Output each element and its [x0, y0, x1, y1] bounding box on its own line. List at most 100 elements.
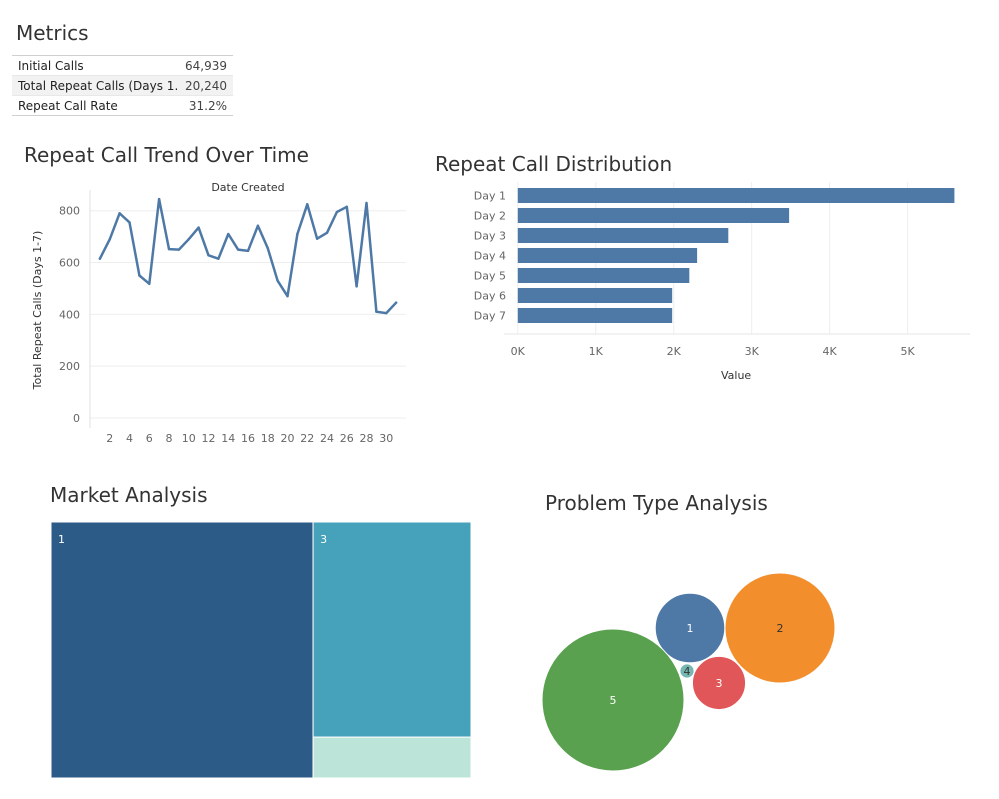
bubble-chart-title: Problem Type Analysis: [545, 491, 768, 515]
bubble-label: 5: [610, 694, 617, 707]
category-label: Day 5: [474, 270, 506, 283]
data-point: [375, 310, 378, 313]
data-point: [217, 257, 220, 260]
bar: [517, 288, 673, 303]
data-point: [325, 231, 329, 234]
data-point: [256, 224, 260, 227]
data-point: [98, 257, 102, 260]
category-label: Day 4: [474, 250, 506, 263]
x-tick-label: 22: [300, 432, 314, 445]
bar: [517, 208, 790, 223]
data-point: [345, 205, 348, 209]
x-tick-label: 12: [202, 432, 216, 445]
treemap-label: 1: [58, 533, 65, 546]
data-point: [355, 285, 358, 288]
data-point: [128, 221, 131, 224]
data-point: [315, 237, 319, 240]
y-tick-label: 0: [73, 412, 80, 425]
x-tick-label: 16: [241, 432, 255, 445]
x-tick-label: 0K: [511, 345, 526, 358]
metric-label: Total Repeat Calls (Days 1..: [12, 75, 178, 96]
x-tick-label: 5K: [901, 345, 916, 358]
data-point: [266, 247, 269, 250]
treemap-cell: [51, 522, 314, 778]
y-axis-title: Total Repeat Calls (Days 1-7): [31, 231, 44, 391]
data-point: [276, 279, 279, 282]
metrics-table: Initial Calls 64,939 Total Repeat Calls …: [12, 55, 233, 116]
data-point: [227, 232, 230, 236]
x-tick-label: 3K: [745, 345, 760, 358]
bubble-label: 1: [687, 622, 694, 635]
treemap-cell: [312, 736, 471, 778]
bubble-label: 3: [716, 677, 723, 690]
bar: [517, 268, 690, 283]
x-tick-label: 14: [221, 432, 235, 445]
x-tick-label: 18: [261, 432, 275, 445]
data-point: [296, 232, 299, 236]
metrics-title: Metrics: [16, 21, 89, 45]
data-point: [108, 238, 111, 241]
x-tick-label: 8: [166, 432, 173, 445]
x-tick-label: 6: [146, 432, 153, 445]
bar-chart: 0K 1K 2K 3K 4K 5K Day 1 Day 2 Day 3 Day 4 Day 5 Day…: [474, 182, 970, 382]
y-tick-label: 200: [59, 360, 80, 373]
metrics-row: Total Repeat Calls (Days 1.. 20,240: [12, 75, 233, 96]
bubble-label: 2: [777, 622, 784, 635]
metric-value: 20,240: [177, 75, 233, 96]
x-tick-label: 20: [281, 432, 295, 445]
x-tick-label: 24: [320, 432, 334, 445]
bubble: [541, 628, 685, 772]
metric-label: Repeat Call Rate: [12, 95, 178, 116]
treemap-label: 3: [320, 533, 327, 546]
data-point: [335, 210, 339, 214]
bubble-chart: 1 2 3 4 5: [541, 572, 836, 772]
metrics-row: Repeat Call Rate 31.2%: [12, 95, 233, 116]
x-tick-label: 28: [360, 432, 374, 445]
category-label: Day 3: [474, 230, 506, 243]
bubble: [679, 663, 695, 679]
x-tick-label: 1K: [589, 345, 604, 358]
data-point: [177, 248, 181, 251]
x-tick-label: 26: [340, 432, 354, 445]
y-tick-label: 800: [59, 205, 80, 218]
y-tick-label: 400: [59, 308, 80, 321]
bar: [517, 228, 729, 243]
category-label: Day 1: [474, 190, 506, 203]
metric-value: 64,939: [177, 55, 233, 76]
data-point: [385, 311, 388, 315]
trend-line: [98, 197, 398, 315]
treemap-title: Market Analysis: [50, 483, 208, 507]
bar-chart-title: Repeat Call Distribution: [435, 152, 673, 176]
x-tick-label: 4K: [823, 345, 838, 358]
bar: [517, 188, 955, 203]
x-tick-label: 30: [379, 432, 393, 445]
data-point: [187, 238, 190, 241]
data-point: [365, 201, 368, 205]
data-point: [286, 295, 289, 298]
x-tick-label: 2K: [667, 345, 682, 358]
bubble-label: 4: [684, 665, 691, 678]
bubble: [691, 655, 747, 711]
bar: [517, 248, 698, 263]
data-point: [167, 247, 171, 251]
x-tick-label: 4: [126, 432, 133, 445]
x-tick-label: 2: [106, 432, 113, 445]
data-point: [207, 254, 210, 257]
bubble: [724, 572, 836, 684]
category-label: Day 2: [474, 210, 506, 223]
data-point: [148, 282, 151, 285]
data-point: [138, 274, 141, 277]
y-tick-label: 600: [59, 257, 80, 270]
data-point: [246, 249, 250, 253]
data-point: [306, 203, 309, 206]
metric-label: Initial Calls: [12, 55, 178, 76]
data-point: [236, 248, 240, 251]
data-point: [197, 226, 200, 229]
x-tick-label: 10: [182, 432, 196, 445]
treemap-cell: [312, 522, 471, 738]
x-axis-title: Date Created: [211, 181, 284, 194]
metric-value: 31.2%: [177, 95, 233, 116]
category-label: Day 6: [474, 290, 506, 303]
